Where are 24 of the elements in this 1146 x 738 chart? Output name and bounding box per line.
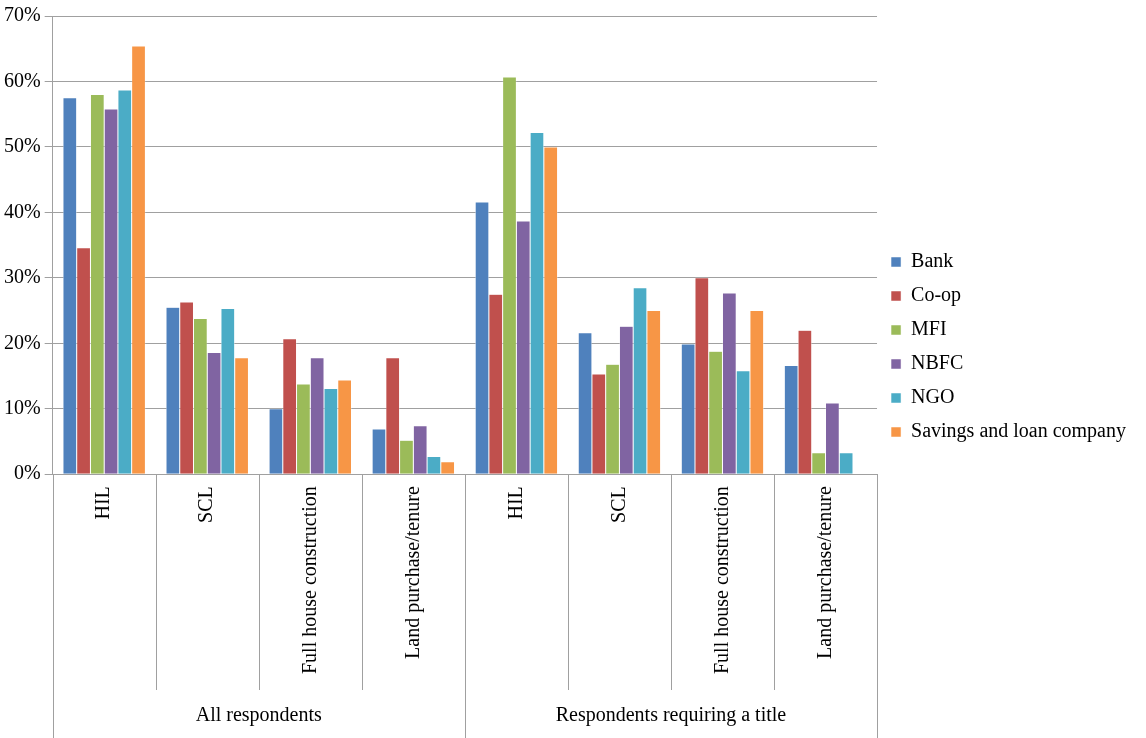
legend-label: NBFC	[911, 351, 964, 374]
x-tick-label: SCL	[606, 486, 629, 523]
x-tick-label: SCL	[194, 486, 217, 523]
legend-label: MFI	[911, 317, 947, 340]
y-tick-label: 50%	[3, 134, 41, 157]
y-tick-label: 0%	[13, 461, 41, 484]
x-tick-label: HIL	[503, 486, 526, 520]
legend-label: NGO	[911, 385, 955, 408]
x-tick-label: Land purchase/tenure	[812, 486, 836, 659]
y-tick-label: 20%	[3, 330, 41, 353]
legend-label: Co-op	[911, 283, 962, 307]
y-tick-label: 40%	[3, 199, 41, 222]
x-tick-label: Full house construction	[709, 486, 732, 674]
legend-label: Bank	[911, 249, 954, 272]
text: Respondents requiring a title	[555, 703, 787, 727]
x-tick-label: HIL	[91, 486, 114, 520]
y-tick-label: 30%	[3, 265, 41, 288]
x-tick-label: Full house construction	[297, 486, 320, 674]
y-tick-label: 70%	[3, 3, 41, 26]
y-tick-label: 60%	[3, 68, 41, 91]
x-tick-label: Land purchase/tenure	[400, 486, 424, 659]
y-tick-label: 10%	[3, 396, 41, 419]
legend-label: Savings and loan company	[911, 419, 1127, 443]
text: All respondents	[195, 703, 323, 727]
